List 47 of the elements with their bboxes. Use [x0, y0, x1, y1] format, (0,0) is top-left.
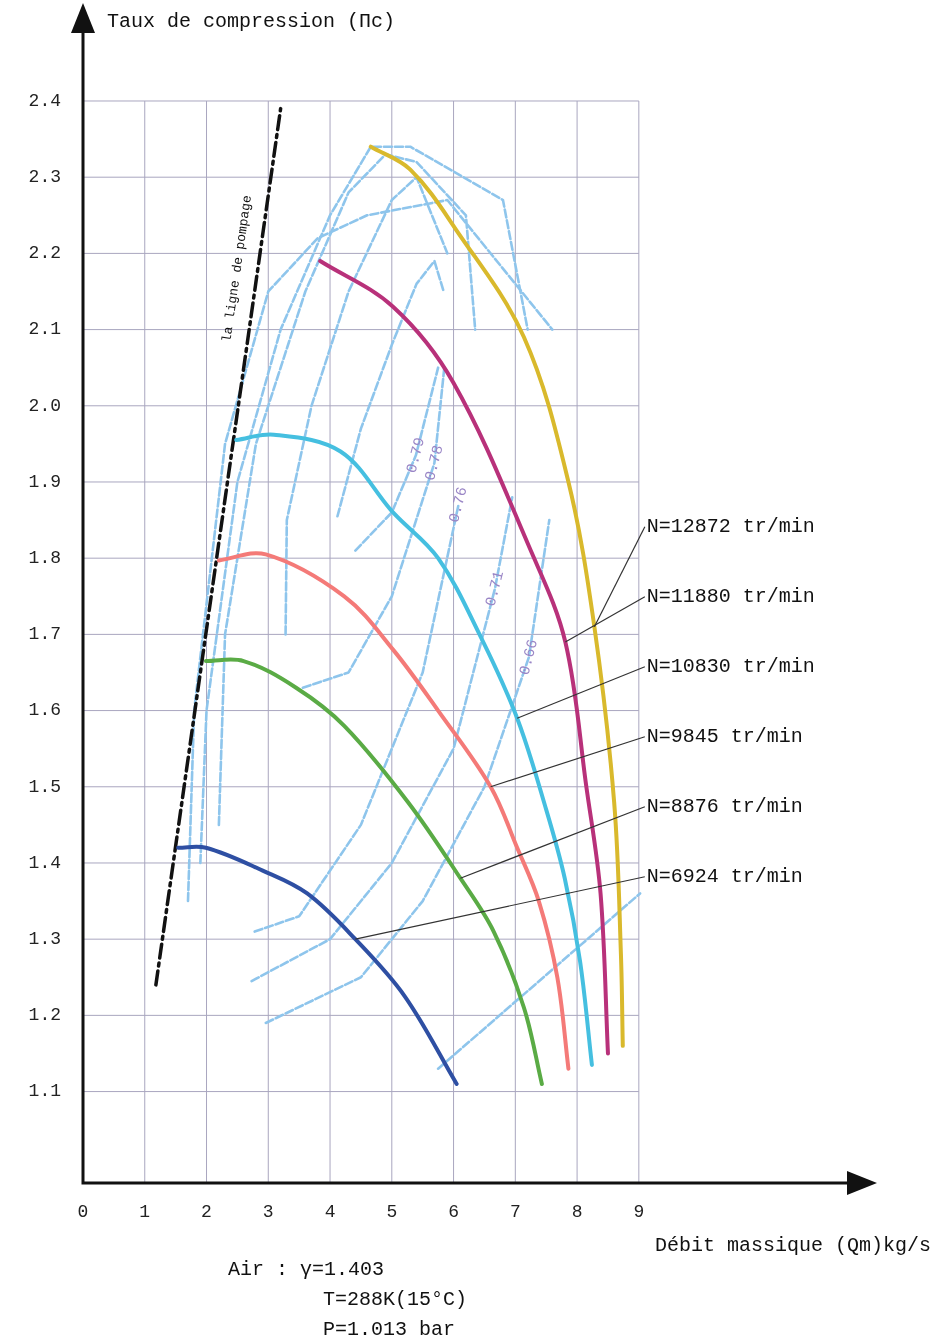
- x-tick-label: 8: [571, 1201, 583, 1222]
- line-series: [336, 259, 445, 518]
- y-tick-label: 1.5: [28, 776, 61, 797]
- line-series: [234, 432, 594, 1067]
- text: N=6924 tr/min: [646, 865, 803, 889]
- y-tick-label: 1.8: [28, 547, 61, 568]
- y-tick-label: 2.1: [28, 319, 61, 340]
- x-axis-title: Débit massique (Qm)kg/s: [654, 1234, 931, 1258]
- line-series: [176, 844, 459, 1086]
- x-tick-label: 0: [77, 1201, 89, 1222]
- y-tick-label: 1.4: [28, 852, 61, 873]
- annotation: 0.76: [446, 485, 472, 525]
- y-tick-label: 1.6: [28, 700, 61, 721]
- annotation: 0.78: [422, 443, 448, 483]
- text: Air : γ=1.403: [228, 1258, 385, 1282]
- text: P=1.013 bar: [323, 1318, 456, 1342]
- y-tick-label: 1.9: [28, 471, 61, 492]
- x-tick-label: 3: [262, 1201, 274, 1222]
- text: N=12872 tr/min: [646, 515, 815, 539]
- x-tick-label: 4: [324, 1201, 336, 1222]
- y-tick-label: 1.1: [28, 1081, 61, 1102]
- y-tick-label: 2.4: [28, 90, 61, 111]
- text: N=10830 tr/min: [646, 655, 815, 679]
- y-tick-label: 2.2: [28, 243, 61, 264]
- y-tick-label: 1.2: [28, 1005, 61, 1026]
- annotation: 0.66: [516, 637, 543, 677]
- x-tick-label: 5: [386, 1201, 398, 1222]
- line-series: [354, 366, 440, 552]
- line-series: [216, 551, 571, 1071]
- y-axis-title: Taux de compression (Πc): [107, 10, 396, 34]
- annotation: 0.71: [482, 569, 509, 609]
- text: la ligne de pompage: [219, 194, 256, 344]
- x-tick-label: 2: [201, 1201, 212, 1222]
- line-series: [368, 144, 625, 1048]
- x-tick-label: 7: [509, 1201, 521, 1222]
- text: N=9845 tr/min: [646, 725, 803, 749]
- text: N=8876 tr/min: [646, 795, 803, 819]
- text: T=288K(15°C): [323, 1288, 468, 1312]
- y-tick-label: 1.3: [28, 928, 61, 949]
- x-tick-label: 1: [139, 1201, 151, 1222]
- y-tick-label: 1.7: [28, 624, 61, 645]
- text: N=11880 tr/min: [646, 585, 815, 609]
- x-tick-label: 6: [448, 1201, 459, 1222]
- y-tick-label: 2.3: [28, 166, 61, 187]
- line-series: [318, 259, 610, 1056]
- y-tick-label: 2.0: [28, 395, 61, 416]
- x-tick-label: 9: [633, 1201, 645, 1222]
